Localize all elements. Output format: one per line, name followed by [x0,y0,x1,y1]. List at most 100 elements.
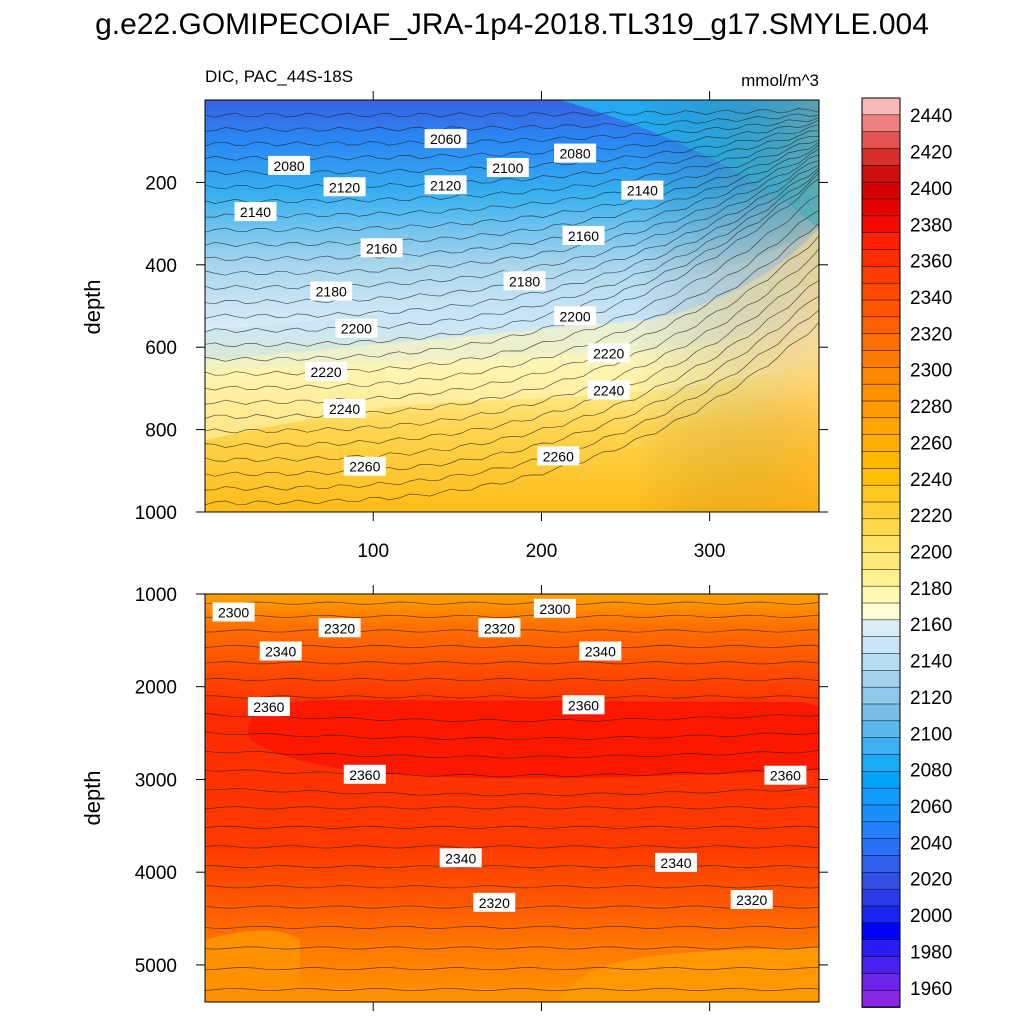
contour-line [205,154,819,276]
contour-label-text: 2260 [349,459,380,475]
contour-label-text: 2340 [445,850,476,866]
contour-label-box [473,892,516,912]
colorbar-label: 2120 [910,688,952,709]
upper-panel: 2060 2080 2080 2100 2120 2120 2140 2140 2160 2160… [80,91,828,562]
colorbar-swatch [861,636,901,655]
contour-label-text: 2300 [539,601,570,617]
y-tick-label: 5000 [135,956,177,977]
contour-label: 2180 [503,271,546,291]
contour-label: 2320 [318,618,361,638]
contour-label-box [587,380,630,400]
contour-label: 2340 [579,641,622,661]
contour-line [205,280,819,462]
contour-label-box [343,764,386,784]
lower-panel-frame [204,593,820,1003]
y-tick-label: 2000 [135,678,177,699]
lower-panel: 2300 2300 2320 2320 2340 2340 2360 2360 2360 2360… [80,585,828,1011]
contour-line [205,614,819,618]
contour-label-box [537,446,580,466]
contour-line [205,309,819,491]
contour-label-box [439,848,482,868]
contour-label: 2260 [537,446,580,466]
x-tick-label: 100 [357,541,389,562]
colorbar-label: 2100 [910,724,952,745]
y-tick-label: 1000 [135,503,177,524]
contour-label-text: 2160 [568,228,599,244]
contour-line [205,845,819,849]
colorbar-label: 2380 [910,215,952,236]
contour-label: 2360 [247,697,290,717]
colorbar-swatches [861,97,901,1008]
colorbar-label: 2260 [910,433,952,454]
contour-label-box [562,226,605,245]
contour-label-box [424,175,467,195]
lower-panel-bottom-left [205,930,300,1002]
colorbar-swatch [861,973,901,992]
colorbar-label: 2020 [910,870,952,891]
contour-line [205,322,819,506]
contour-line [205,295,819,477]
colorbar-labels: 2440 2420 2400 2380 2360 2340 2320 2300 2280 2260… [910,106,952,1000]
contour-line [205,113,819,133]
contour-label: 2300 [533,598,576,618]
lower-y-axis-label: depth [80,770,105,825]
colorbar-swatch [861,989,901,1008]
contour-line [205,601,819,605]
contour-label-box [478,618,521,638]
colorbar-swatch [861,855,901,874]
contour-line [205,806,819,810]
colorbar-label: 2340 [910,288,952,309]
contour-label: 2160 [360,238,403,258]
contour-label-box [310,281,353,301]
contour-label-text: 2080 [274,158,305,174]
colorbar-label: 1980 [910,943,952,964]
colorbar-swatch [861,148,901,167]
colorbar-swatch [861,232,901,251]
upper-y-axis-label: depth [80,279,105,334]
colorbar-swatch [861,939,901,958]
contour-label-text: 2320 [484,620,515,636]
colorbar-swatch [861,686,901,705]
contour-label-text: 2320 [736,892,767,908]
colorbar-swatch [861,434,901,453]
contour-label-text: 2360 [253,699,284,715]
contour-label-box [621,180,664,200]
contour-label-box [268,155,311,175]
contour-label: 2340 [655,852,697,872]
colorbar-swatch [861,737,901,756]
colorbar-label: 2320 [910,324,952,345]
contour-label-text: 2340 [265,644,296,660]
y-tick-label: 400 [145,256,177,277]
contour-label-text: 2220 [311,364,342,380]
colorbar-label: 2080 [910,761,952,782]
colorbar-label: 2440 [910,106,952,127]
contour-label-text: 2060 [430,131,461,147]
colorbar-label: 2040 [910,833,952,854]
contour-label-box [587,343,630,363]
contour-label: 2320 [730,890,773,909]
lower-contour-lines [205,601,819,992]
colorbar-swatch [861,282,901,301]
contour-label-box [318,618,361,638]
contour-label-text: 2160 [366,240,397,256]
x-tick-label: 200 [526,541,558,562]
contour-line [205,130,819,190]
contour-line [205,108,819,118]
contour-line [205,139,819,219]
contour-line [205,925,819,929]
colorbar-swatch [861,383,901,402]
colorbar-swatch [861,905,901,924]
contour-label: 2120 [323,177,366,197]
contour-line [205,178,819,362]
upper-panel-frame [204,99,820,513]
contour-label-box [424,129,467,149]
contour-label-text: 2120 [329,179,360,195]
colorbar-swatch [861,266,901,285]
contour-label: 2320 [478,618,521,638]
contour-line [205,967,819,971]
contour-line [205,167,819,319]
contour-line [205,768,819,778]
contour-label: 2200 [554,306,597,326]
contour-label-text: 2140 [240,204,271,220]
